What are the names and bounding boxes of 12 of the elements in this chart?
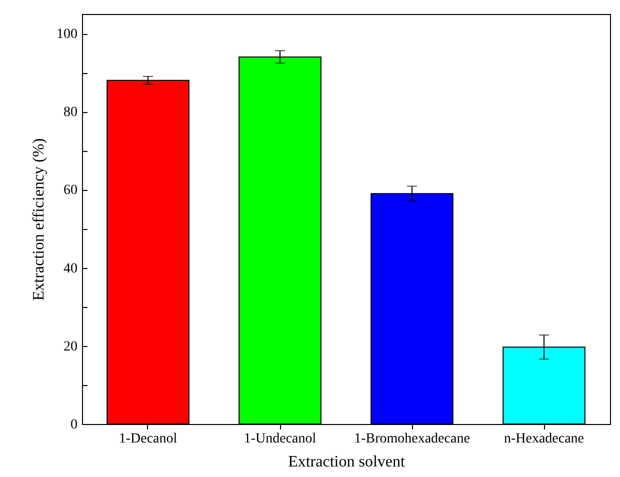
x-tick-label: 1-Bromohexadecane — [354, 432, 470, 446]
y-tick-label: 40 — [64, 261, 78, 276]
x-tick-label: 1-Decanol — [118, 432, 178, 446]
x-axis-title: Extraction solvent — [288, 454, 406, 470]
x-tick-label: n-Hexadecane — [504, 432, 584, 446]
y-tick-label: 80 — [64, 105, 78, 120]
y-tick-label: 100 — [56, 27, 78, 42]
y-tick-label: 20 — [64, 339, 78, 354]
y-tick-label: 60 — [64, 183, 78, 198]
y-axis-title: Extraction efficiency (%) — [30, 138, 48, 301]
y-tick-label: 0 — [70, 418, 78, 432]
x-tick-label: 1-Undecanol — [244, 432, 316, 446]
